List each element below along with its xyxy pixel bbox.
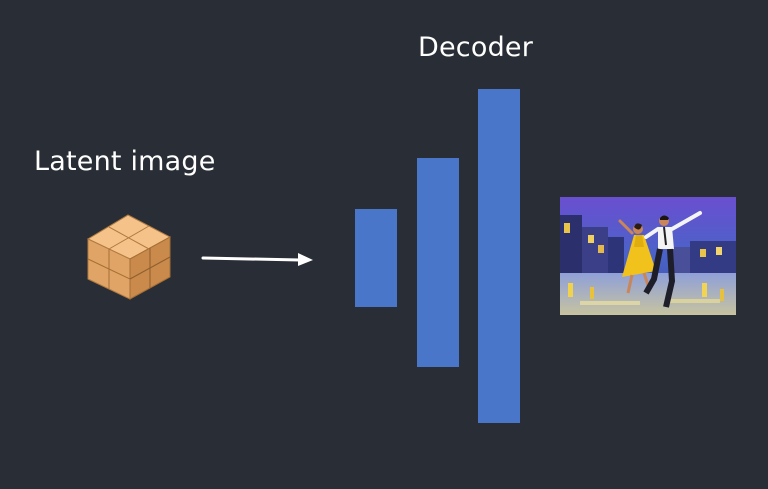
decoder-layer-3 <box>478 89 520 423</box>
latent-cube-icon <box>86 213 172 301</box>
decoder-layer-1 <box>355 209 397 307</box>
decoder-layer-2 <box>417 158 459 367</box>
latent-image-label: Latent image <box>34 146 216 177</box>
decoder-label: Decoder <box>418 32 533 63</box>
arrow-right-icon <box>200 248 316 272</box>
decoded-painting-image <box>560 197 736 315</box>
